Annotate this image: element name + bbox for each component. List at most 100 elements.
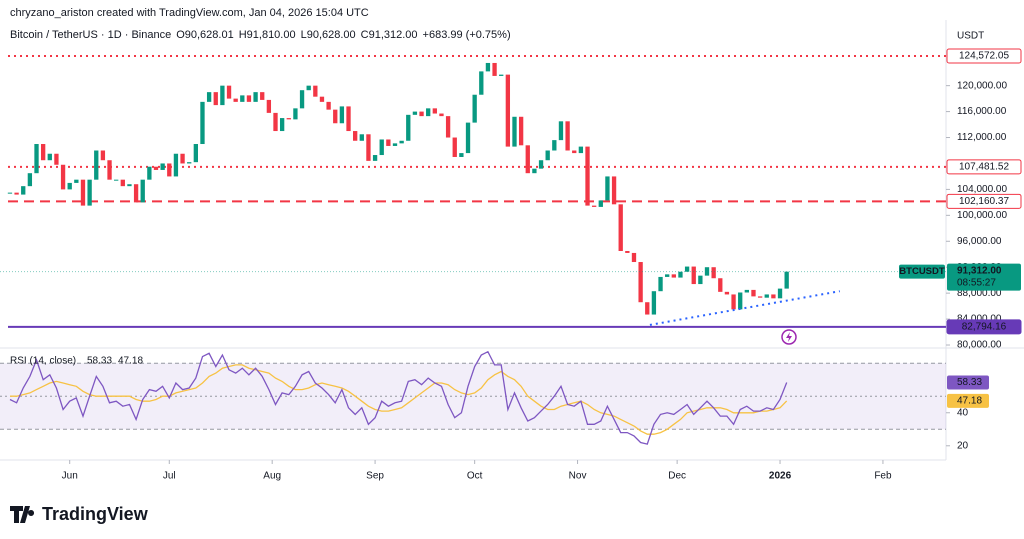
candle: [645, 302, 650, 315]
candle: [426, 108, 431, 117]
candle: [266, 99, 272, 113]
candle: [34, 144, 39, 174]
candle: [240, 95, 245, 102]
candle: [173, 153, 179, 177]
rsi-ma-line: [10, 364, 788, 435]
time-tick-label: 2026: [769, 471, 792, 482]
candle: [631, 252, 637, 263]
candle: [744, 289, 749, 293]
candle: [505, 74, 511, 147]
price-badge: [947, 263, 1021, 291]
time-tick-label: Sep: [366, 471, 384, 482]
rsi-tick-label: 40: [957, 407, 969, 418]
candle: [671, 274, 676, 278]
candle: [738, 292, 743, 310]
candle: [678, 271, 683, 278]
author-line: chryzano_ariston created with TradingVie…: [10, 7, 369, 19]
symbol-badge: [899, 264, 945, 279]
candle: [691, 266, 696, 285]
candle: [598, 200, 603, 207]
countdown: 08:55:27: [957, 277, 996, 288]
candle: [40, 144, 46, 161]
candle: [54, 153, 59, 165]
candle: [618, 204, 623, 251]
candle: [87, 179, 92, 206]
candle: [757, 296, 763, 298]
candle: [279, 118, 285, 132]
candle: [386, 139, 391, 146]
time-tick-label: Oct: [467, 471, 483, 482]
candle: [246, 95, 252, 102]
candle: [60, 164, 66, 190]
candle: [392, 143, 398, 146]
candle: [718, 278, 723, 292]
candle: [578, 146, 584, 154]
candle: [518, 116, 524, 146]
candle: [120, 179, 125, 187]
candle: [127, 184, 132, 187]
price-tick-label: 104,000.00: [957, 184, 1007, 195]
ohlc-value: 91,312.00: [369, 29, 418, 41]
candle: [572, 150, 577, 154]
symbol-badge-text: BTCUSDT: [899, 266, 945, 277]
candle: [525, 145, 530, 174]
candle: [412, 111, 418, 115]
candle: [273, 112, 278, 132]
candle: [665, 274, 670, 277]
candle: [366, 134, 371, 161]
symbol: Bitcoin / TetherUS · 1D · Binance: [10, 29, 171, 41]
candle: [326, 101, 331, 110]
ohlc-key: H: [239, 29, 247, 41]
candle: [512, 116, 517, 147]
candle: [406, 114, 411, 141]
candle: [777, 288, 783, 299]
change: +683.99 (+0.75%): [423, 29, 511, 41]
candle: [552, 140, 557, 151]
ohlc-key: L: [301, 29, 307, 41]
candle: [472, 94, 477, 123]
logo: [10, 506, 35, 523]
candle: [21, 186, 26, 195]
rsi-header-value: 58.33: [87, 356, 112, 367]
candle: [260, 92, 265, 100]
candle: [160, 163, 165, 170]
candle: [545, 150, 550, 161]
candle: [499, 74, 504, 76]
ohlc-value: 90,628.00: [307, 29, 356, 41]
candle: [293, 108, 298, 120]
candle: [532, 168, 537, 174]
candle: [459, 153, 464, 157]
candle: [479, 71, 484, 95]
level-badge: [946, 159, 1022, 175]
candle: [399, 140, 404, 144]
candle: [147, 166, 152, 180]
candle: [585, 146, 590, 206]
candle: [445, 116, 451, 138]
candle: [27, 173, 33, 187]
candle: [100, 150, 106, 161]
time-tick-label: Jul: [163, 471, 176, 482]
candle: [359, 134, 364, 141]
ohlc-key: C: [361, 29, 369, 41]
candle: [187, 162, 192, 164]
candle: [558, 121, 564, 141]
candle: [213, 92, 218, 106]
price-tick-label: 112,000.00: [957, 132, 1007, 143]
time-tick-label: Feb: [874, 471, 892, 482]
ohlc-key: O: [176, 29, 185, 41]
candle: [591, 205, 597, 207]
rsi-band-fill: [0, 363, 946, 430]
candle: [465, 122, 471, 154]
rsi-badge-text: 58.33: [957, 377, 982, 388]
candle: [492, 62, 497, 76]
trendline: [649, 290, 840, 326]
time-tick-label: Aug: [263, 471, 281, 482]
event-bolt: [786, 332, 792, 342]
candle: [319, 96, 325, 102]
level-label: 107,481.52: [959, 161, 1009, 172]
candle: [167, 163, 172, 177]
rsi-line: [9, 350, 788, 445]
ohlc-value: 90,628.01: [185, 29, 234, 41]
candle: [638, 262, 643, 303]
